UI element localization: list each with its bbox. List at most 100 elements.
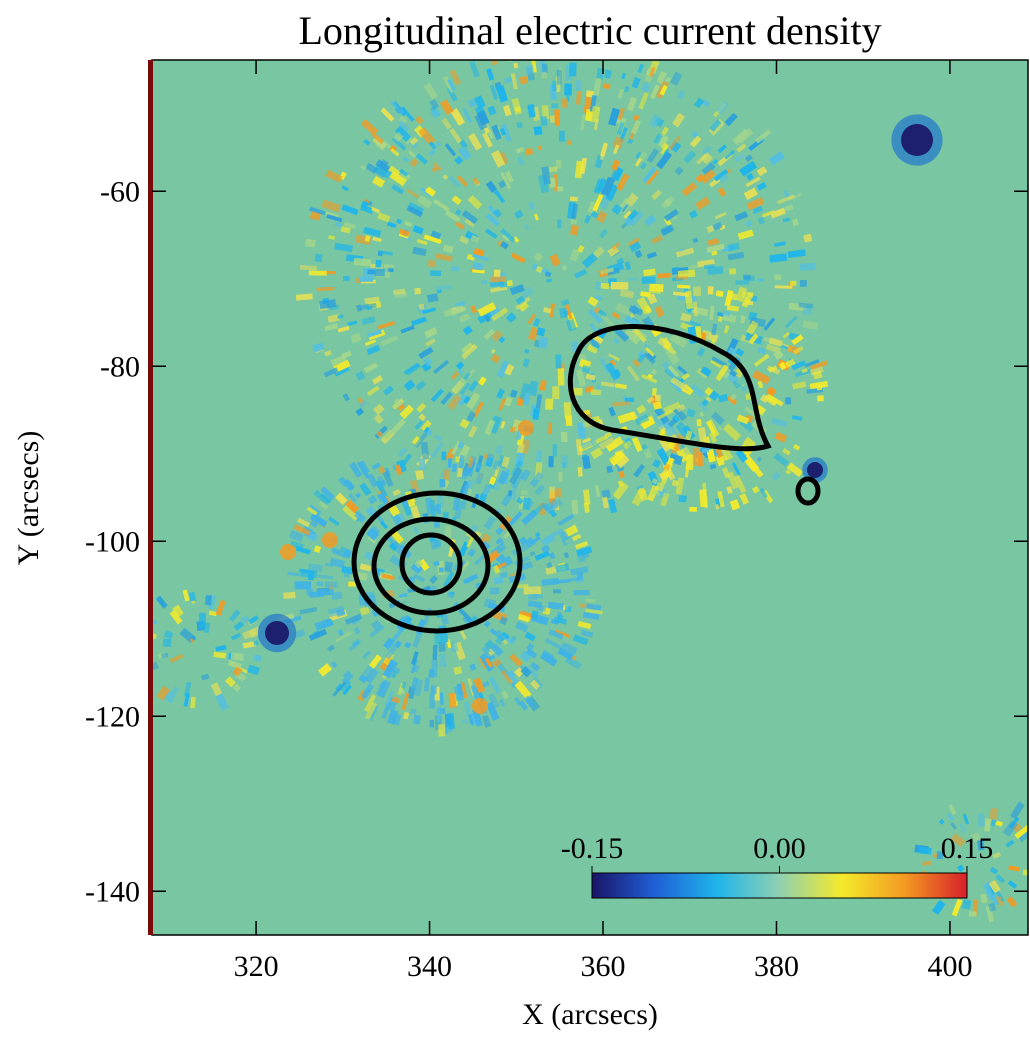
texture [518, 700, 529, 711]
texture [643, 343, 651, 350]
texture [735, 347, 745, 357]
texture [334, 222, 343, 228]
texture [431, 442, 444, 459]
texture [412, 630, 423, 648]
texture [708, 390, 720, 401]
texture [501, 631, 510, 640]
texture [306, 588, 314, 596]
texture [232, 666, 243, 677]
texture [500, 420, 506, 429]
texture [334, 242, 353, 252]
texture [425, 497, 434, 515]
texture [341, 350, 352, 359]
texture [546, 562, 553, 569]
texture [484, 315, 491, 323]
texture [403, 362, 420, 375]
texture [431, 166, 439, 173]
y-tick-label: -140 [85, 875, 140, 908]
texture [364, 694, 377, 713]
texture [791, 334, 804, 346]
texture [470, 304, 478, 314]
x-tick-label: 400 [927, 950, 972, 983]
texture [499, 127, 507, 136]
texture [525, 648, 538, 659]
texture [628, 312, 635, 319]
texture [751, 464, 764, 478]
texture [415, 469, 425, 481]
texture [366, 344, 381, 356]
texture [563, 402, 572, 419]
texture [420, 441, 430, 460]
texture [360, 164, 367, 171]
texture [613, 337, 620, 345]
texture [366, 305, 373, 311]
texture [718, 173, 729, 184]
texture [314, 618, 332, 631]
texture [801, 368, 808, 374]
texture [547, 601, 564, 610]
texture [229, 609, 241, 622]
texture [443, 661, 447, 667]
texture [367, 535, 377, 544]
texture [675, 477, 685, 495]
texture [699, 489, 708, 508]
texture [499, 616, 509, 626]
texture [739, 315, 746, 324]
texture [406, 205, 423, 218]
texture [735, 449, 748, 463]
texture [398, 120, 410, 132]
texture [693, 97, 705, 109]
texture [371, 207, 380, 214]
texture [709, 431, 718, 444]
texture [516, 496, 524, 505]
texture [786, 462, 804, 478]
texture [783, 189, 791, 199]
texture [374, 268, 385, 277]
texture [709, 119, 722, 132]
texture [490, 643, 504, 657]
texture [414, 420, 424, 430]
texture [519, 610, 535, 621]
texture [631, 119, 641, 135]
texture [379, 250, 393, 256]
texture [366, 473, 379, 488]
texture [495, 272, 506, 281]
texture [792, 218, 799, 227]
texture [253, 640, 259, 646]
texture [489, 307, 502, 319]
texture [423, 677, 430, 692]
texture [619, 289, 634, 299]
texture [316, 581, 324, 586]
texture [379, 520, 388, 530]
texture [785, 397, 792, 405]
texture [254, 654, 262, 662]
texture [739, 493, 750, 505]
texture [433, 359, 449, 375]
contour [795, 476, 821, 506]
texture [645, 347, 655, 357]
texture [470, 234, 480, 244]
texture [294, 628, 306, 639]
texture [558, 471, 563, 482]
texture [626, 365, 640, 382]
texture [743, 187, 758, 201]
texture [734, 211, 749, 222]
texture [482, 132, 493, 148]
texture [484, 620, 491, 628]
texture [450, 108, 466, 126]
texture [743, 274, 751, 280]
texture [655, 394, 661, 402]
texture [365, 162, 378, 174]
texture [361, 688, 371, 700]
texture [784, 315, 798, 329]
texture [309, 211, 321, 221]
texture [565, 318, 577, 332]
texture [501, 690, 509, 700]
texture [724, 149, 736, 160]
texture [664, 209, 679, 222]
texture [642, 166, 657, 183]
texture [782, 448, 791, 456]
texture [348, 493, 358, 503]
texture [621, 72, 626, 80]
texture [617, 107, 626, 121]
